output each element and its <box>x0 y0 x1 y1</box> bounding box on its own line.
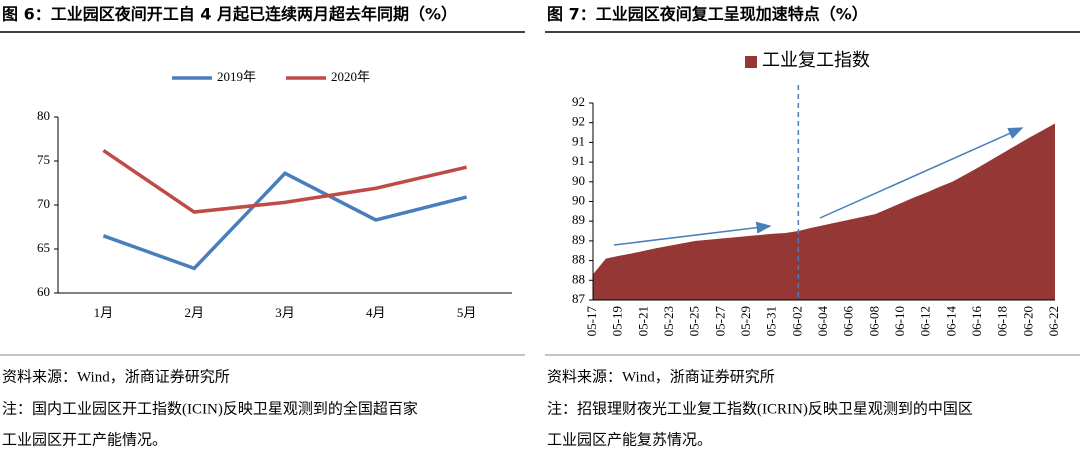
x-tick-label: 5月 <box>457 305 477 320</box>
x-tick-label: 05-29 <box>738 306 753 336</box>
note: 注：招银理财夜光工业复工指数(ICRIN)反映卫星观测到的中国区 <box>547 399 973 417</box>
data-line <box>102 148 467 214</box>
x-tick-label: 06-12 <box>918 306 933 336</box>
x-tick-label: 06-16 <box>969 306 984 337</box>
legend-label: 工业复工指数 <box>762 50 870 70</box>
note: 工业园区开工产能情况。 <box>2 431 167 448</box>
y-tick-label: 91 <box>572 153 585 168</box>
x-tick-label: 05-21 <box>635 306 650 336</box>
y-tick-label: 75 <box>37 152 50 167</box>
y-tick-label: 87 <box>572 291 586 306</box>
x-tick-label: 05-25 <box>687 306 702 336</box>
chart-title: 图 7：工业园区夜间复工呈现加速特点（%） <box>547 5 868 24</box>
y-tick-label: 65 <box>37 240 50 255</box>
x-tick-label: 06-22 <box>1046 306 1061 336</box>
x-tick-label: 05-19 <box>610 306 625 336</box>
x-tick-label: 05-23 <box>661 306 676 336</box>
note: 注：国内工业园区开工指数(ICIN)反映卫星观测到的全国超百家 <box>2 399 418 417</box>
x-tick-label: 1月 <box>94 305 114 320</box>
x-tick-label: 06-02 <box>789 306 804 336</box>
x-tick-label: 06-04 <box>815 306 830 337</box>
chart-title: 图 6：工业园区夜间开工自 4 月起已连续两月超去年同期（%） <box>2 5 457 24</box>
data-area <box>593 123 1055 300</box>
x-tick-label: 06-10 <box>892 306 907 336</box>
y-tick-label: 89 <box>572 232 585 247</box>
y-tick-label: 88 <box>572 252 585 267</box>
x-tick-label: 3月 <box>275 305 295 320</box>
x-tick-label: 4月 <box>366 305 386 320</box>
x-tick-label: 05-27 <box>712 306 727 337</box>
x-tick-label: 06-08 <box>866 306 881 336</box>
note: 工业园区产能复苏情况。 <box>547 430 712 448</box>
legend-swatch <box>745 56 757 68</box>
x-tick-label: 06-18 <box>995 306 1010 336</box>
x-tick-label: 06-14 <box>943 306 958 337</box>
y-tick-label: 90 <box>572 173 585 188</box>
source: 资料来源：Wind，浙商证券研究所 <box>2 368 230 385</box>
trend-arrow <box>819 127 1024 219</box>
x-tick-label: 05-17 <box>584 306 599 337</box>
y-tick-label: 60 <box>37 284 50 299</box>
trend-arrow <box>613 221 772 246</box>
legend-label: 2019年 <box>217 69 256 84</box>
y-tick-label: 90 <box>572 192 585 207</box>
legend-label: 2020年 <box>331 69 370 84</box>
x-tick-label: 05-31 <box>764 306 779 336</box>
y-tick-label: 80 <box>37 108 50 123</box>
x-tick-label: 2月 <box>184 305 204 320</box>
y-tick-label: 89 <box>572 212 585 227</box>
x-tick-label: 06-20 <box>1020 306 1035 336</box>
y-tick-label: 70 <box>37 196 50 211</box>
y-tick-label: 92 <box>572 114 585 129</box>
y-tick-label: 92 <box>572 94 585 109</box>
source: 资料来源：Wind，浙商证券研究所 <box>547 368 775 385</box>
y-tick-label: 91 <box>572 133 585 148</box>
x-tick-label: 06-06 <box>841 306 856 337</box>
y-tick-label: 88 <box>572 271 585 286</box>
data-line <box>102 171 468 271</box>
